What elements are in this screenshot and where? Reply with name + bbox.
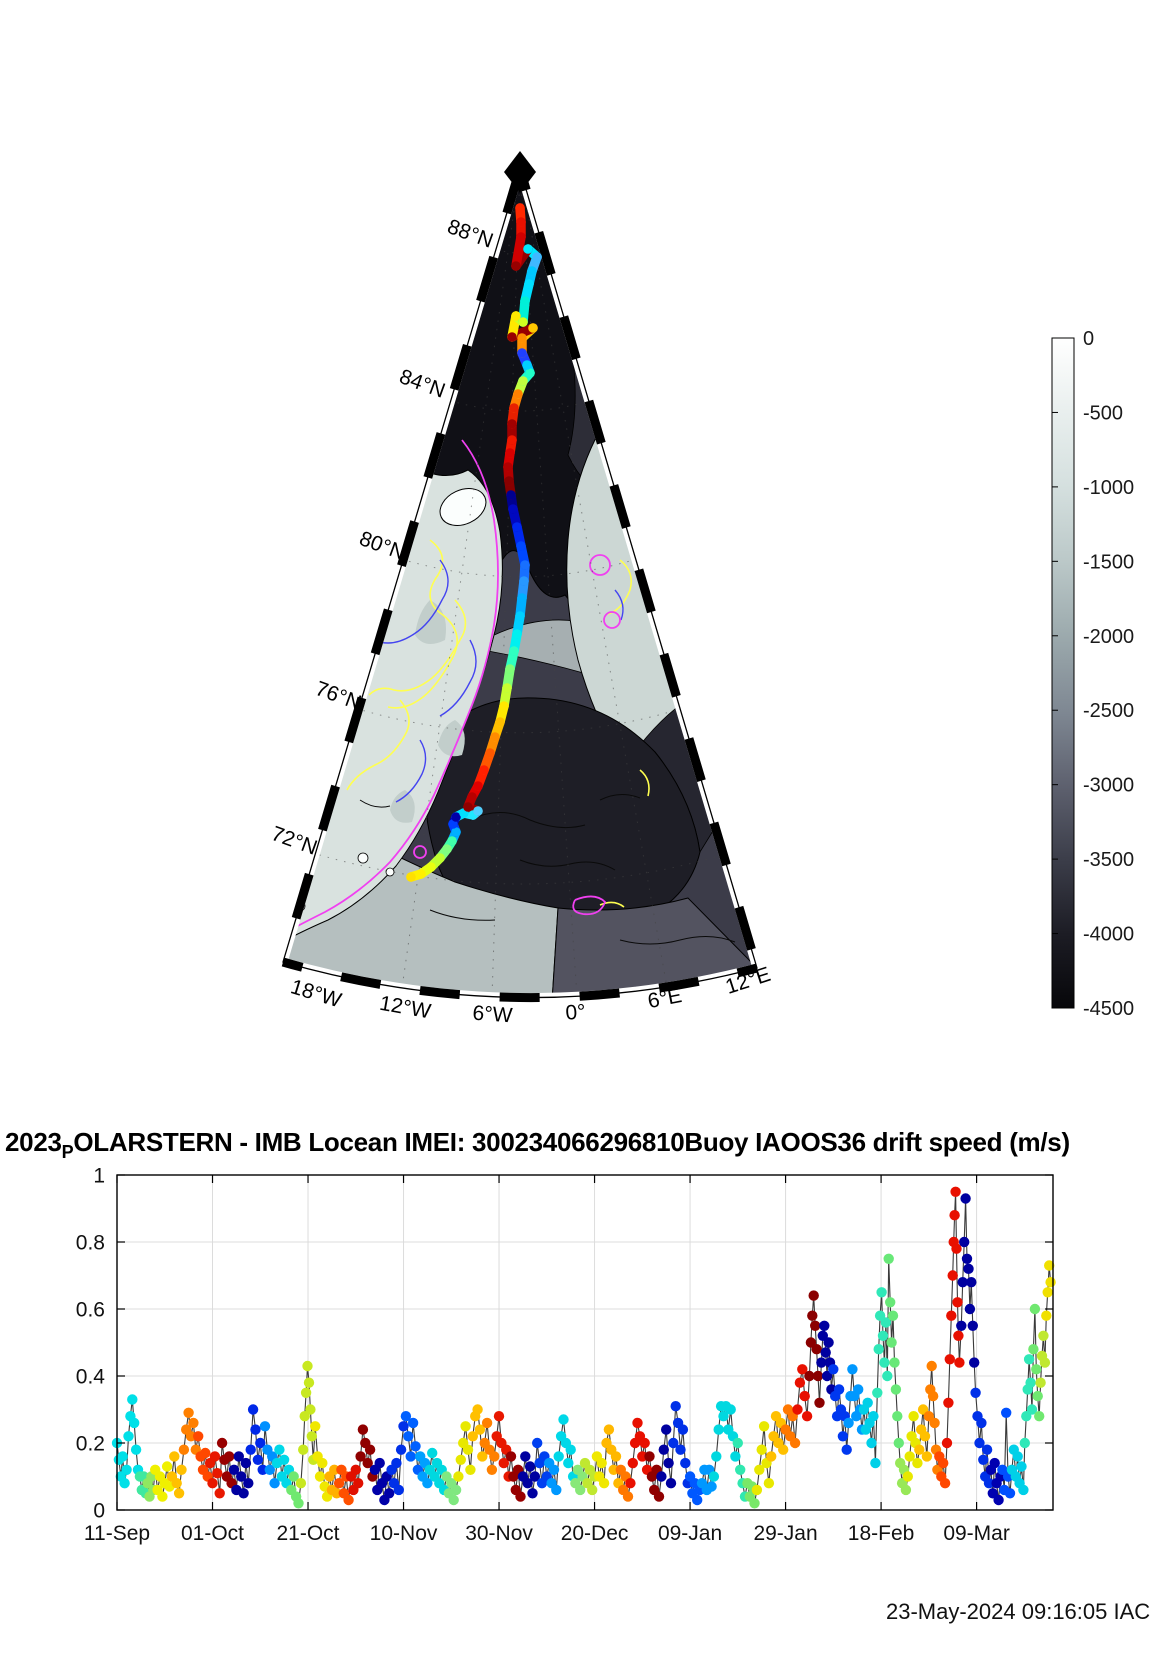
drift-speed-chart: 0 0.2 0.4 0.6 0.8 1 11-Sep 01-Oct 21-Oct 10-Nov 30… bbox=[76, 1165, 1056, 1546]
title-year: 2023 bbox=[5, 1127, 62, 1157]
land-patch bbox=[439, 488, 487, 526]
colorbar-tick-label: -4500 bbox=[1083, 998, 1134, 1020]
lat-label: 84°N bbox=[396, 365, 448, 403]
graticule bbox=[311, 169, 724, 998]
polar-map: 88°N 84°N 80°N 76°N 72°N 18°W 12°W 6°W 0… bbox=[268, 151, 773, 1028]
shelf-texture bbox=[390, 790, 415, 823]
apex-diamond bbox=[504, 151, 536, 193]
yellow-contours bbox=[346, 539, 650, 908]
title-subscript: P bbox=[61, 1142, 74, 1162]
colorbar-tick-label: -2500 bbox=[1083, 700, 1134, 722]
chart-tick-labels: 0 0.2 0.4 0.6 0.8 1 11-Sep 01-Oct 21-Oct 10-Nov 30… bbox=[76, 1165, 1010, 1546]
y-tick-label: 0.4 bbox=[76, 1366, 106, 1389]
y-tick-label: 0 bbox=[93, 1500, 105, 1523]
x-tick-label: 30-Nov bbox=[465, 1522, 533, 1545]
shelf-texture bbox=[438, 720, 465, 757]
scatter-points bbox=[111, 1186, 1056, 1509]
x-tick-label: 18-Feb bbox=[848, 1522, 915, 1545]
blue-contours bbox=[379, 559, 624, 803]
lat-label: 88°N bbox=[444, 215, 496, 253]
lat-label: 76°N bbox=[312, 677, 364, 715]
x-tick-label: 21-Oct bbox=[277, 1522, 340, 1545]
chart-axes-box bbox=[116, 1174, 1054, 1511]
colorbar-ticks: 0 -500 -1000 -1500 -2000 -2500 -3000 -3500 -4000… bbox=[1052, 328, 1134, 1020]
x-tick-label: 09-Jan bbox=[658, 1522, 722, 1545]
title-text: OLARSTERN - IMB Locean IMEI: 30023406629… bbox=[73, 1127, 1070, 1157]
colorbar-tick-label: -1500 bbox=[1083, 551, 1134, 573]
x-tick-label: 29-Jan bbox=[753, 1522, 817, 1545]
figure-title: 2023POLARSTERN - IMB Locean IMEI: 300234… bbox=[5, 1127, 1070, 1163]
lat-label: 72°N bbox=[268, 822, 320, 860]
land-patch bbox=[357, 852, 369, 864]
chart-ticks bbox=[116, 1174, 1053, 1511]
colorbar-tick-label: -3500 bbox=[1083, 849, 1134, 871]
depth-colorbar: 0 -500 -1000 -1500 -2000 -2500 -3000 -3500 -4000… bbox=[1051, 328, 1134, 1020]
colorbar-tick-label: -500 bbox=[1083, 402, 1123, 424]
lon-label: 6°W bbox=[472, 1002, 514, 1028]
x-tick-label: 09-Mar bbox=[943, 1522, 1010, 1545]
y-tick-label: 0.6 bbox=[76, 1299, 105, 1322]
colorbar-tick-label: 0 bbox=[1083, 328, 1094, 350]
bathymetry-layer bbox=[283, 169, 757, 998]
colorbar-tick-label: -4000 bbox=[1083, 924, 1134, 946]
x-tick-label: 20-Dec bbox=[561, 1522, 629, 1545]
lon-label: 0° bbox=[565, 1000, 587, 1024]
colorbar-gradient-bar bbox=[1051, 337, 1075, 1009]
drift-track bbox=[406, 203, 542, 882]
lon-label: 12°W bbox=[378, 992, 433, 1024]
timestamp-text: 23-May-2024 09:16:05 IAC bbox=[886, 1599, 1151, 1624]
lat-label: 80°N bbox=[356, 527, 408, 565]
colorbar-tick-label: -2000 bbox=[1083, 626, 1134, 648]
x-tick-label: 01-Oct bbox=[181, 1522, 244, 1545]
x-tick-label: 11-Sep bbox=[84, 1522, 150, 1545]
colorbar-tick-label: -3000 bbox=[1083, 775, 1134, 797]
y-tick-label: 0.8 bbox=[76, 1232, 105, 1255]
x-tick-label: 10-Nov bbox=[370, 1522, 438, 1545]
colorbar-tick-label: -1000 bbox=[1083, 477, 1134, 499]
land-patch bbox=[385, 867, 395, 877]
map-frame bbox=[278, 151, 762, 1003]
y-tick-label: 1 bbox=[93, 1165, 105, 1188]
chart-gridlines bbox=[117, 1175, 1053, 1510]
lon-label: 18°W bbox=[288, 975, 344, 1012]
y-tick-label: 0.2 bbox=[76, 1433, 105, 1456]
